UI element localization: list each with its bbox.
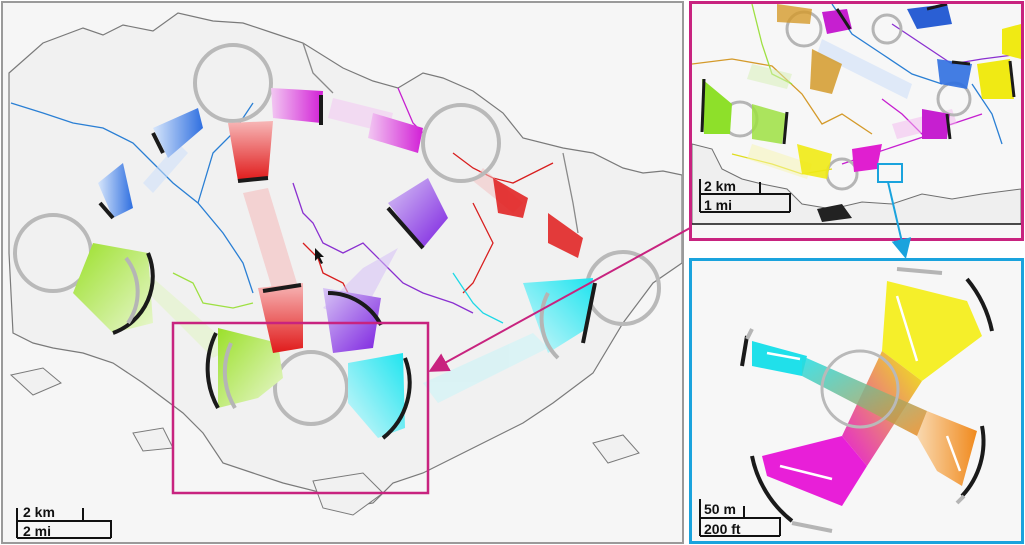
main-map-canvas[interactable]: 2 km 2 mi [3,3,682,542]
scale-metric-label: 2 km [23,504,55,520]
wedge-orange [917,411,977,486]
scale-bar-main: 2 km 2 mi [16,504,112,539]
detail-arcs [740,267,994,533]
scale-metric-label: 2 km [704,178,736,194]
inset-zoom-canvas[interactable]: 2 km 1 mi [692,4,1021,238]
highlight-box-main[interactable] [171,321,430,495]
wedge-blue-west [98,163,133,218]
scale-bar-inset-top: 2 km 1 mi [699,178,791,213]
mouse-cursor-icon [315,248,324,264]
scale-imperial-label: 2 mi [23,523,51,539]
inner-guides [766,295,962,481]
wedge-red-northeast [493,178,528,218]
hub-north[interactable] [193,43,273,123]
chord-wedges [73,88,593,438]
detail-hub [820,349,900,429]
wedge-red-central [258,283,303,353]
hub-central[interactable] [273,350,349,426]
magnitude-arcs [98,95,597,440]
hub-northeast[interactable] [421,103,501,183]
main-map-panel[interactable]: 2 km 2 mi [1,1,684,544]
chord-cyan-orange [802,356,927,436]
inset-magnitude-arcs [700,4,1016,145]
islet [592,434,640,464]
wedge-magenta [762,436,867,506]
wedge-purple-central [323,288,381,353]
inset-wedges [702,4,1021,179]
western-islet [9,367,62,396]
wedge-blue-north [153,108,203,158]
islet [817,204,852,222]
islet [132,427,174,452]
scale-imperial-label: 1 mi [704,197,732,213]
scale-metric-label: 50 m [704,501,736,517]
scale-bar-inset-bottom: 50 m 200 ft [699,499,781,537]
wedge-magenta-northeast [368,113,423,153]
detail-chord-panel[interactable]: 50 m 200 ft [689,258,1024,544]
coastline [692,143,1021,225]
wedge-magenta-north [271,88,323,123]
wedge-cyan [752,341,807,376]
inset-zoom-panel[interactable]: 2 km 1 mi [689,1,1024,241]
wedge-yellow [882,281,982,381]
wedge-cyan-central [348,353,405,438]
detail-chord-canvas[interactable]: 50 m 200 ft [692,261,1021,541]
wedge-green-central [218,328,283,408]
wedge-red-north [228,121,273,181]
scale-imperial-label: 200 ft [704,521,741,537]
